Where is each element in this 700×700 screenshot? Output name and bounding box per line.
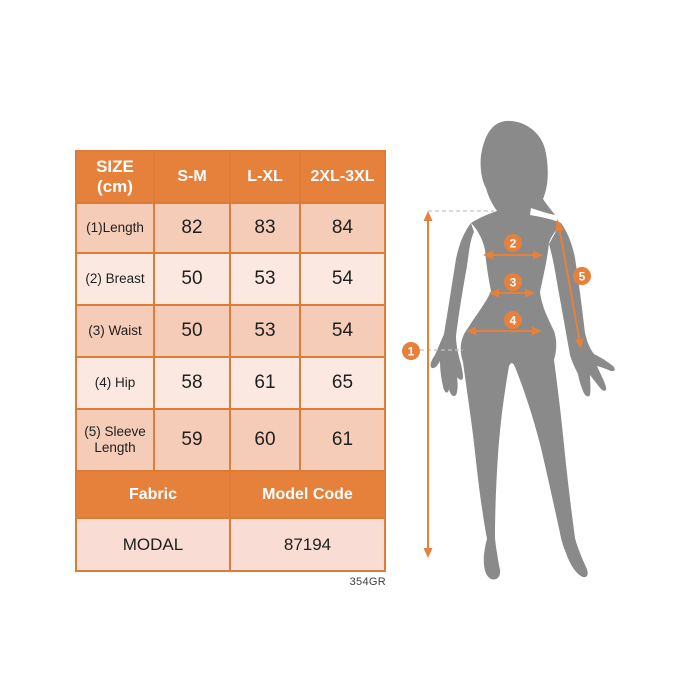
arrowhead-up (555, 219, 565, 232)
col-header-lxl: L-XL (231, 152, 299, 202)
size-table: SIZE (cm) S-M L-XL 2XL-3XL (1)Length 82 … (75, 150, 386, 572)
arrowhead-left (489, 288, 499, 298)
fabric-header: Fabric (77, 472, 229, 517)
badge-2: 2 (504, 234, 522, 252)
cell-length-lxl: 83 (231, 204, 299, 252)
badge-4: 4 (504, 311, 522, 329)
arrowhead-right (525, 288, 535, 298)
fabric-value: MODAL (77, 519, 229, 570)
model-code-value: 87194 (231, 519, 384, 570)
product-code-watermark: 354GR (349, 576, 386, 588)
model-code-header: Model Code (231, 472, 384, 517)
cell-waist-2xl: 54 (301, 306, 384, 356)
cell-sleeve-sm: 59 (155, 410, 229, 470)
arrowhead-right (533, 250, 543, 260)
row-label-sleeve: (5) Sleeve Length (77, 410, 153, 470)
cell-breast-2xl: 54 (301, 254, 384, 304)
cell-length-2xl: 84 (301, 204, 384, 252)
cell-sleeve-2xl: 61 (301, 410, 384, 470)
left-arm-silhouette (430, 223, 474, 397)
col-header-2xl3xl: 2XL-3XL (301, 152, 384, 202)
cell-breast-lxl: 53 (231, 254, 299, 304)
svg-text:4: 4 (510, 314, 517, 328)
row-label-breast: (2) Breast (77, 254, 153, 304)
right-arm-silhouette (549, 223, 615, 397)
arrowhead-left (466, 326, 476, 336)
cell-hip-2xl: 65 (301, 358, 384, 408)
table-corner-header: SIZE (cm) (77, 152, 153, 202)
badge-1: 1 (402, 342, 420, 360)
sleeve-measure-arrow (558, 228, 581, 341)
arrowhead-right (532, 326, 542, 336)
row-label-length: (1)Length (77, 204, 153, 252)
arrowhead-down (574, 338, 584, 349)
svg-text:1: 1 (408, 345, 415, 359)
row-label-waist: (3) Waist (77, 306, 153, 356)
cell-hip-sm: 58 (155, 358, 229, 408)
badge-5: 5 (573, 267, 591, 285)
col-header-sm: S-M (155, 152, 229, 202)
arrowhead-up (423, 211, 433, 221)
cell-sleeve-lxl: 60 (231, 410, 299, 470)
cell-hip-lxl: 61 (231, 358, 299, 408)
cell-waist-lxl: 53 (231, 306, 299, 356)
cell-length-sm: 82 (155, 204, 229, 252)
female-silhouette (460, 120, 588, 580)
svg-text:5: 5 (579, 270, 586, 284)
arrowhead-left (483, 250, 493, 260)
row-label-hip: (4) Hip (77, 358, 153, 408)
arrowhead-down (423, 548, 433, 558)
measurement-figure: 1 2 3 4 5 (402, 120, 615, 580)
cell-breast-sm: 50 (155, 254, 229, 304)
svg-text:2: 2 (510, 237, 517, 251)
cell-waist-sm: 50 (155, 306, 229, 356)
svg-text:3: 3 (510, 276, 517, 290)
badge-3: 3 (504, 273, 522, 291)
